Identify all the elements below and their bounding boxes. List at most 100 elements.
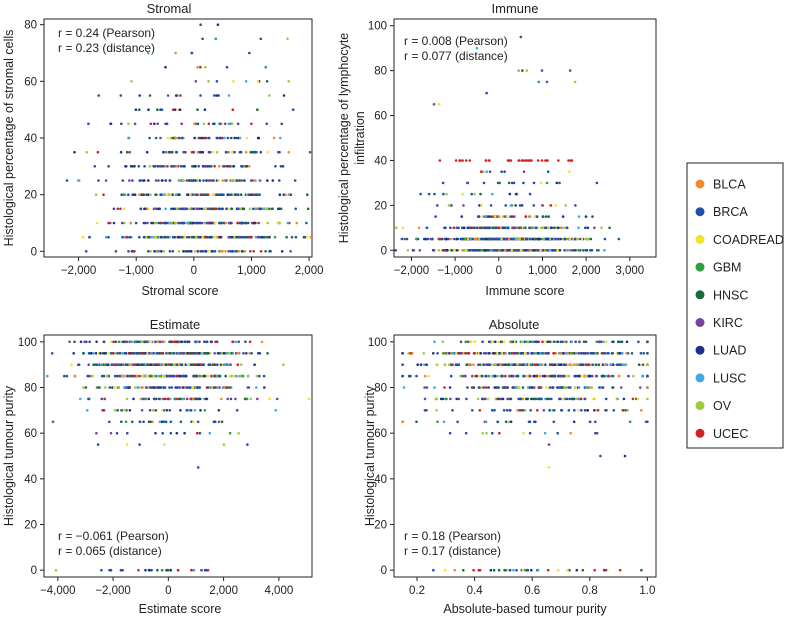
data-point-hnsc bbox=[572, 352, 576, 355]
data-point-hnsc bbox=[155, 374, 158, 378]
data-point-ucec bbox=[206, 568, 210, 572]
data-point-luad bbox=[222, 352, 226, 355]
data-point-kirc bbox=[179, 352, 182, 355]
data-point-brca bbox=[169, 420, 173, 424]
data-point-brca bbox=[215, 80, 219, 83]
data-point-brca bbox=[123, 352, 126, 355]
y-tick-label: 40 bbox=[24, 133, 37, 145]
data-point-kirc bbox=[242, 352, 245, 355]
data-point-ov bbox=[240, 374, 243, 378]
data-point-hnsc bbox=[191, 165, 194, 168]
data-point-kirc bbox=[541, 204, 544, 207]
data-point-ov bbox=[406, 249, 410, 252]
data-point-luad bbox=[277, 207, 280, 211]
data-point-brca bbox=[87, 397, 90, 401]
data-point-ov bbox=[162, 250, 165, 253]
data-point-ov bbox=[127, 122, 130, 126]
data-point-hnsc bbox=[591, 215, 594, 218]
data-point-lusc bbox=[514, 386, 518, 389]
data-point-gbm bbox=[498, 249, 502, 252]
data-point-ov bbox=[54, 568, 58, 572]
data-point-lusc bbox=[92, 352, 95, 355]
data-point-brca bbox=[525, 568, 529, 572]
data-point-lusc bbox=[442, 420, 446, 424]
data-point-brca bbox=[236, 122, 240, 126]
data-point-hnsc bbox=[156, 568, 159, 572]
data-point-brca bbox=[541, 352, 544, 355]
data-point-coadread bbox=[81, 235, 85, 239]
data-point-brca bbox=[518, 204, 522, 207]
data-point-coadread bbox=[307, 397, 311, 401]
x-tick-label: 1,000 bbox=[237, 265, 266, 277]
data-point-luad bbox=[489, 568, 493, 572]
data-point-brca bbox=[128, 235, 132, 239]
data-point-brca bbox=[562, 374, 566, 378]
data-point-luad bbox=[200, 207, 203, 211]
data-point-brca bbox=[235, 250, 238, 253]
data-point-brca bbox=[528, 431, 532, 435]
data-point-brca bbox=[302, 235, 306, 239]
data-point-brca bbox=[427, 192, 431, 196]
data-point-blca bbox=[569, 431, 572, 435]
data-point-kirc bbox=[251, 193, 255, 196]
data-point-brca bbox=[520, 204, 524, 207]
data-point-luad bbox=[593, 409, 596, 412]
data-point-kirc bbox=[76, 363, 80, 367]
data-point-lusc bbox=[491, 192, 494, 196]
x-tick-label: 0.8 bbox=[582, 585, 598, 597]
data-point-luad bbox=[487, 215, 491, 218]
data-point-lusc bbox=[609, 374, 613, 378]
data-point-brca bbox=[573, 409, 576, 412]
data-point-coadread bbox=[486, 397, 490, 401]
data-point-hnsc bbox=[171, 150, 174, 154]
data-point-luad bbox=[217, 409, 221, 412]
data-point-blca bbox=[284, 193, 287, 196]
data-point-blca bbox=[640, 409, 643, 412]
data-point-brca bbox=[165, 122, 169, 126]
data-point-kirc bbox=[204, 165, 207, 168]
data-point-brca bbox=[426, 237, 430, 241]
data-point-blca bbox=[546, 374, 550, 378]
x-axis-label: Immune score bbox=[485, 284, 564, 298]
data-point-hnsc bbox=[509, 397, 513, 401]
data-point-ov bbox=[632, 374, 635, 378]
data-point-brca bbox=[493, 237, 496, 241]
data-point-ucec bbox=[604, 568, 608, 572]
data-point-brca bbox=[547, 215, 550, 218]
data-point-ucec bbox=[579, 397, 583, 401]
data-point-brca bbox=[494, 226, 498, 230]
data-point-luad bbox=[525, 397, 528, 401]
legend-marker-kirc bbox=[695, 318, 705, 327]
y-tick-label: 100 bbox=[368, 337, 387, 349]
data-point-blca bbox=[563, 340, 567, 344]
data-point-luad bbox=[257, 352, 260, 355]
data-point-hnsc bbox=[459, 340, 463, 344]
data-point-luad bbox=[278, 193, 282, 196]
data-point-gbm bbox=[570, 352, 573, 355]
legend-label-gbm: GBM bbox=[713, 261, 741, 275]
data-point-luad bbox=[153, 122, 156, 126]
data-point-brca bbox=[220, 207, 224, 211]
plot-frame bbox=[393, 18, 657, 258]
data-point-gbm bbox=[245, 397, 249, 401]
data-point-brca bbox=[222, 221, 226, 225]
data-point-coadread bbox=[211, 150, 214, 154]
data-point-luad bbox=[181, 386, 185, 389]
data-point-brca bbox=[530, 352, 534, 355]
data-point-kirc bbox=[620, 386, 623, 389]
data-point-hnsc bbox=[193, 374, 197, 378]
data-point-hnsc bbox=[171, 136, 175, 140]
data-point-coadread bbox=[438, 103, 441, 106]
data-point-hnsc bbox=[82, 352, 85, 355]
data-point-luad bbox=[282, 94, 286, 97]
data-point-brca bbox=[522, 374, 525, 378]
data-point-brca bbox=[291, 108, 295, 111]
data-point-ucec bbox=[524, 159, 527, 162]
data-point-ov bbox=[459, 374, 462, 378]
data-point-kirc bbox=[457, 397, 461, 401]
data-point-blca bbox=[170, 221, 173, 225]
x-tick-label: 0 bbox=[191, 265, 197, 277]
data-point-brca bbox=[470, 192, 474, 196]
data-point-gbm bbox=[444, 397, 447, 401]
data-point-brca bbox=[160, 108, 164, 111]
